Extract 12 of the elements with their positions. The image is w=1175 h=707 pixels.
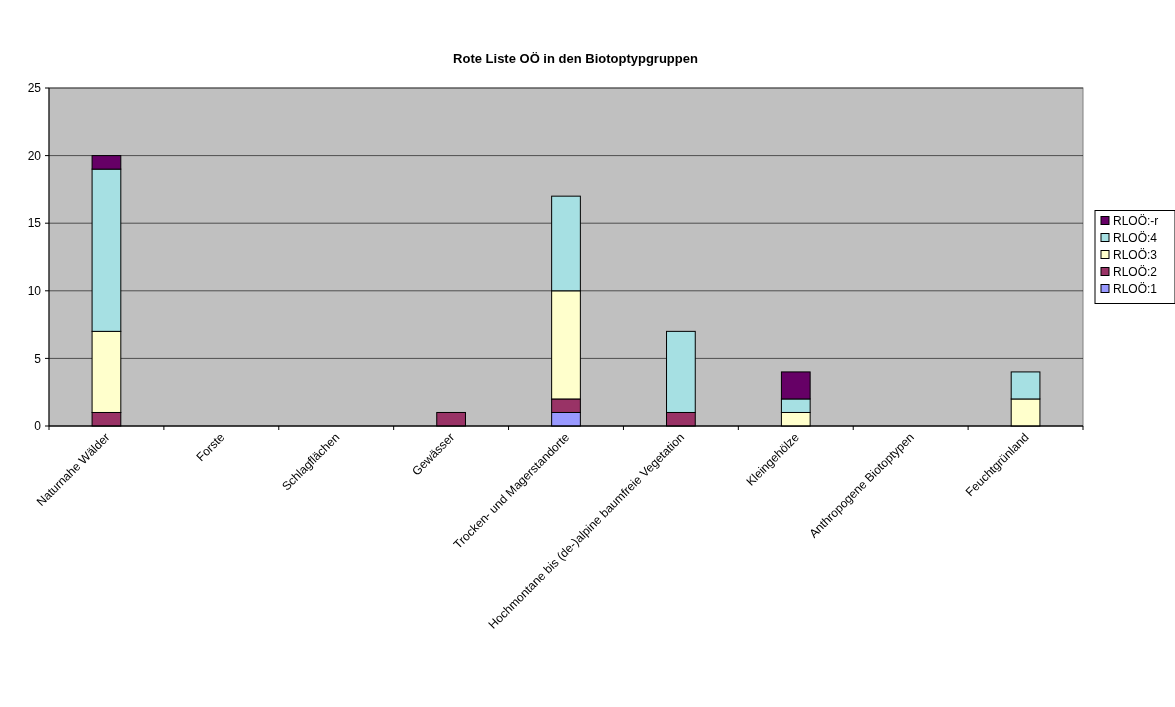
legend-label: RLOÖ:4 xyxy=(1113,230,1158,245)
y-tick-label: 0 xyxy=(34,419,42,434)
y-tick-label: 15 xyxy=(27,216,42,231)
chart-title: Rote Liste OÖ in den Biotoptypgruppen xyxy=(453,51,698,66)
legend-label: RLOÖ:2 xyxy=(1113,264,1158,279)
y-tick-label: 25 xyxy=(27,81,42,96)
y-tick-label: 5 xyxy=(34,351,42,366)
legend-label: RLOÖ:1 xyxy=(1113,281,1158,296)
legend-label: RLOÖ:-r xyxy=(1113,213,1159,228)
legend-label: RLOÖ:3 xyxy=(1113,247,1158,262)
y-tick-label: 10 xyxy=(27,284,42,298)
y-tick-label: 20 xyxy=(27,148,42,163)
